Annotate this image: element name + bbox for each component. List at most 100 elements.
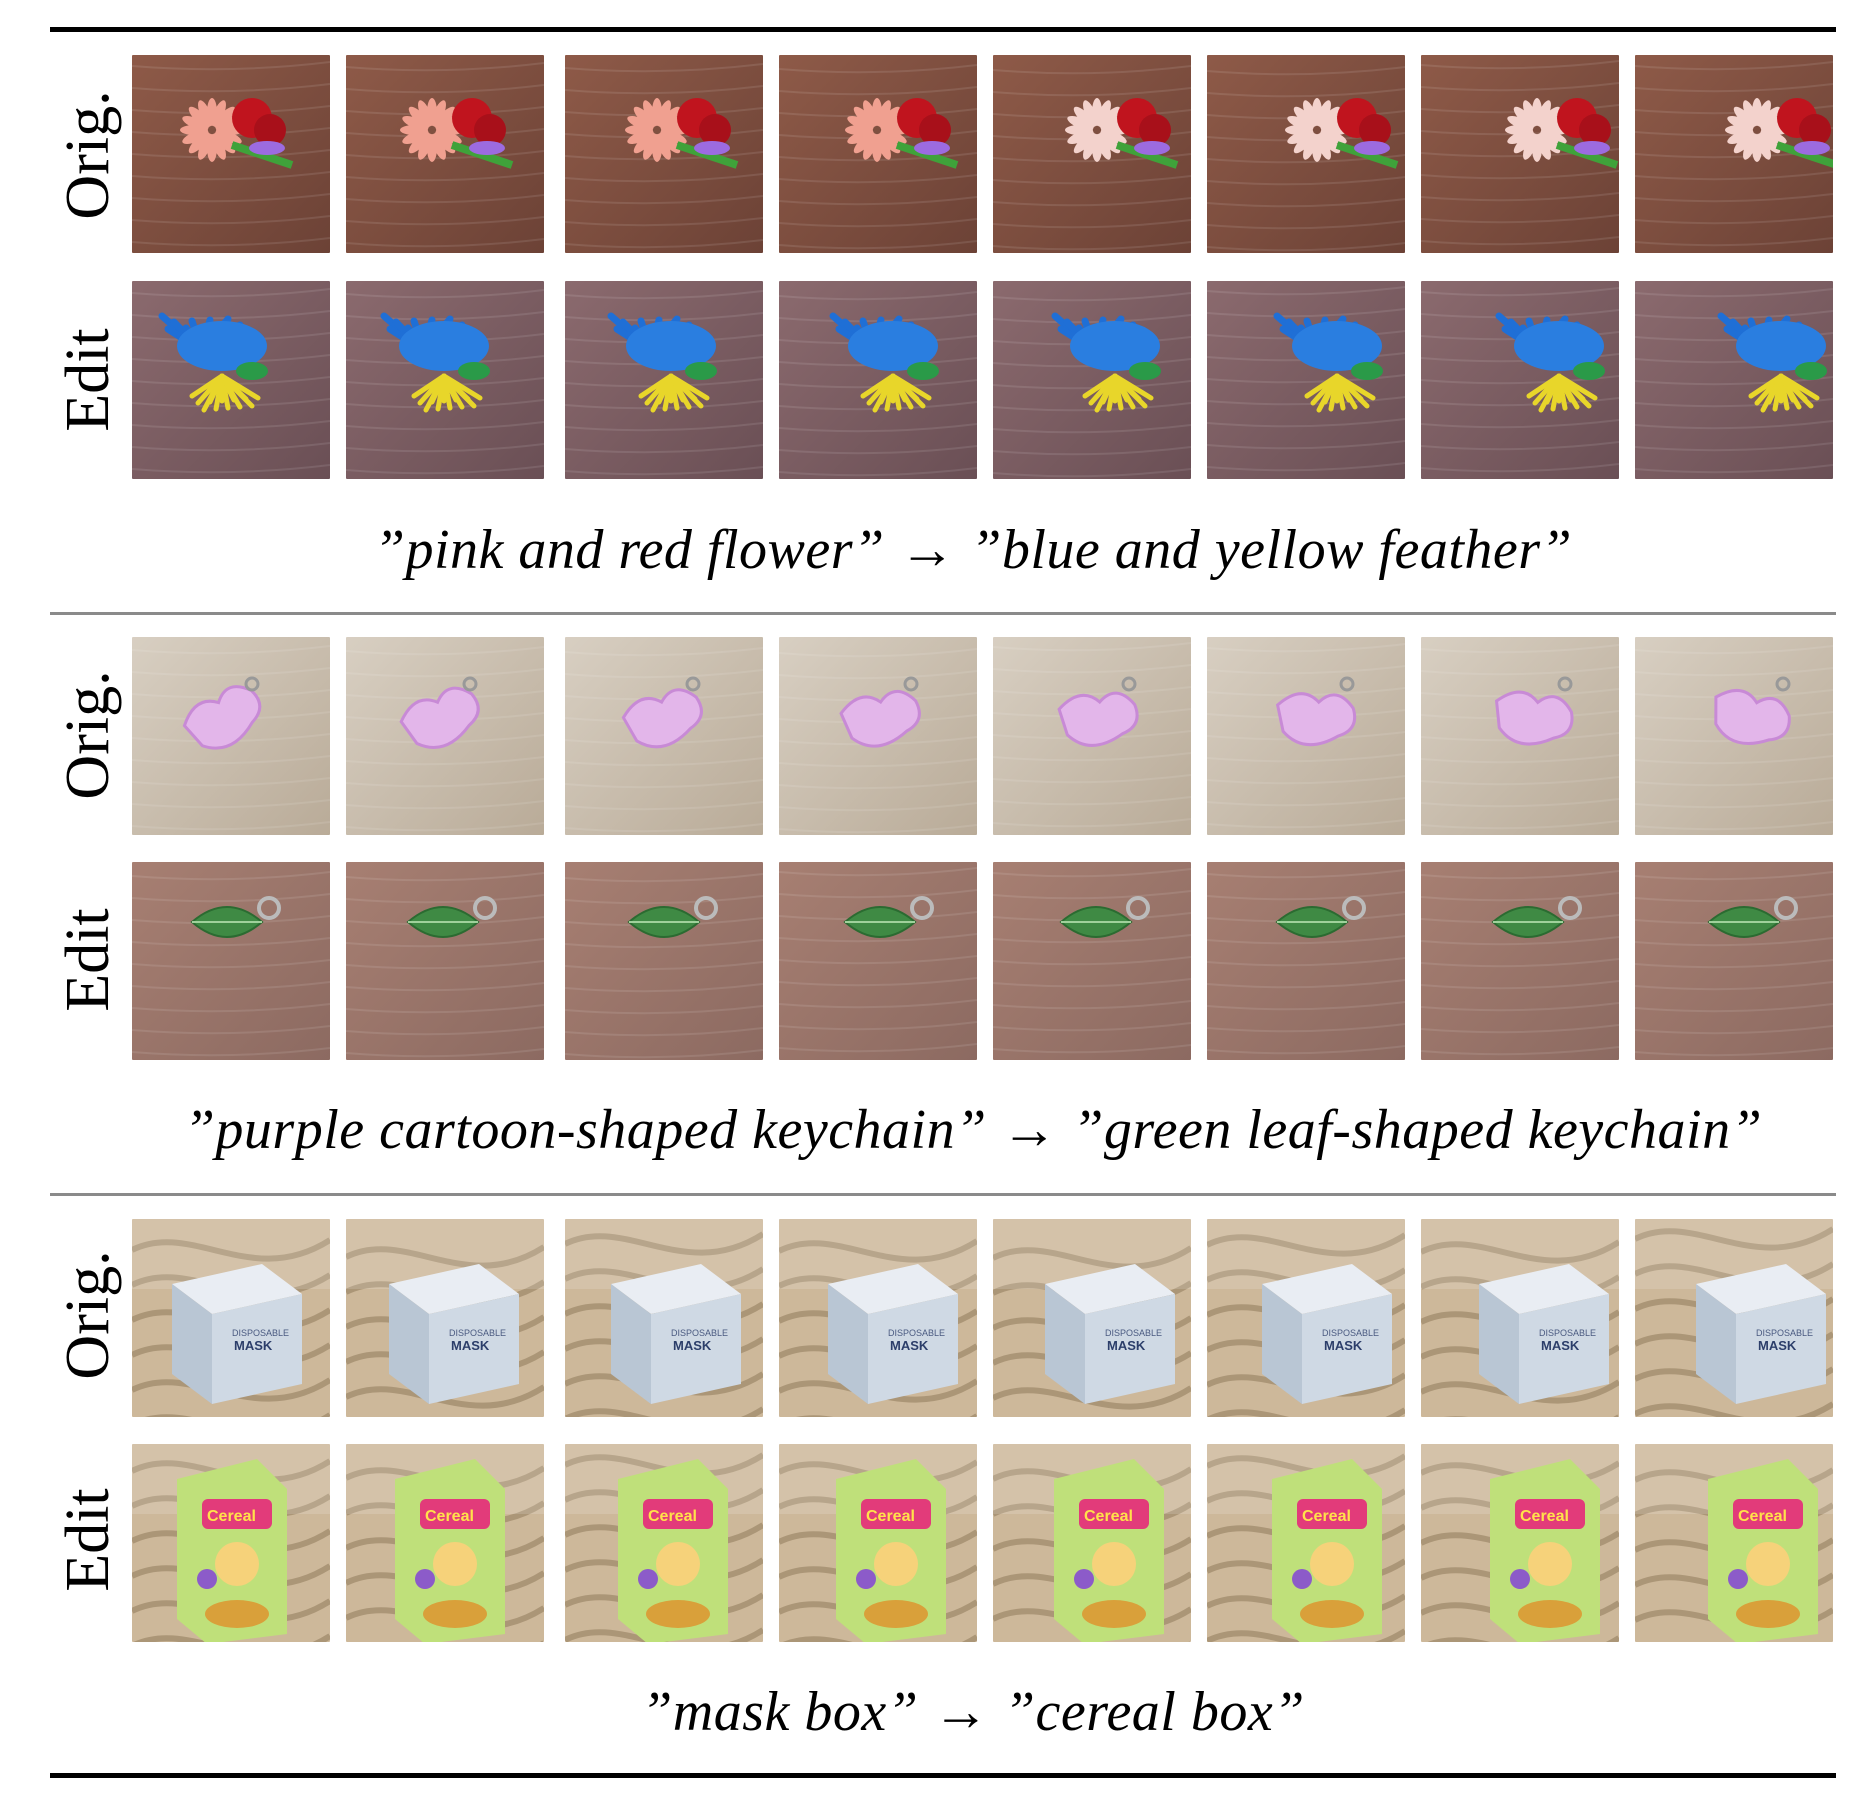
maskbox-orig-frame-7: DISPOSABLE MASK xyxy=(1421,1219,1619,1417)
svg-text:MASK: MASK xyxy=(1107,1338,1146,1353)
keychain-orig-image xyxy=(346,637,544,835)
cereal-edit-frame-5: Cereal xyxy=(993,1444,1191,1642)
leaf-edit-image xyxy=(1635,862,1833,1060)
cereal-edit-image: Cereal xyxy=(132,1444,330,1642)
svg-text:MASK: MASK xyxy=(1541,1338,1580,1353)
svg-text:DISPOSABLE: DISPOSABLE xyxy=(449,1328,506,1338)
feather-edit-image xyxy=(993,281,1191,479)
flower-orig-frame-5 xyxy=(993,55,1191,253)
svg-text:DISPOSABLE: DISPOSABLE xyxy=(888,1328,945,1338)
flower-orig-image xyxy=(565,55,763,253)
maskbox-orig-frame-3: DISPOSABLE MASK xyxy=(565,1219,763,1417)
panel-3-caption: ”mask box” → ”cereal box” xyxy=(641,1681,1305,1743)
cereal-edit-image: Cereal xyxy=(346,1444,544,1642)
leaf-edit-image xyxy=(346,862,544,1060)
maskbox-orig-frame-5: DISPOSABLE MASK xyxy=(993,1219,1191,1417)
leaf-edit-image xyxy=(1421,862,1619,1060)
flower-orig-image xyxy=(1207,55,1405,253)
svg-text:DISPOSABLE: DISPOSABLE xyxy=(1105,1328,1162,1338)
feather-edit-image xyxy=(1635,281,1833,479)
cereal-edit-image: Cereal xyxy=(779,1444,977,1642)
keychain-orig-frame-3 xyxy=(565,637,763,835)
keychain-orig-image xyxy=(132,637,330,835)
leaf-edit-frame-6 xyxy=(1207,862,1405,1060)
flower-orig-image xyxy=(779,55,977,253)
svg-text:MASK: MASK xyxy=(673,1338,712,1353)
leaf-edit-image xyxy=(132,862,330,1060)
svg-text:DISPOSABLE: DISPOSABLE xyxy=(1539,1328,1596,1338)
feather-edit-frame-8 xyxy=(1635,281,1833,479)
cereal-edit-frame-7: Cereal xyxy=(1421,1444,1619,1642)
flower-orig-frame-8 xyxy=(1635,55,1833,253)
maskbox-orig-frame-8: DISPOSABLE MASK xyxy=(1635,1219,1833,1417)
panel-divider-1 xyxy=(50,612,1836,615)
flower-orig-image xyxy=(1421,55,1619,253)
keychain-orig-image xyxy=(779,637,977,835)
feather-edit-image xyxy=(132,281,330,479)
cereal-edit-frame-1: Cereal xyxy=(132,1444,330,1642)
leaf-edit-image xyxy=(1207,862,1405,1060)
flower-orig-frame-3 xyxy=(565,55,763,253)
cereal-edit-image: Cereal xyxy=(1207,1444,1405,1642)
svg-text:Cereal: Cereal xyxy=(1520,1508,1569,1525)
feather-edit-frame-6 xyxy=(1207,281,1405,479)
row-label-orig: Orig. xyxy=(54,1250,122,1380)
svg-text:DISPOSABLE: DISPOSABLE xyxy=(232,1328,289,1338)
flower-orig-image xyxy=(132,55,330,253)
leaf-edit-image xyxy=(993,862,1191,1060)
flower-orig-image xyxy=(1635,55,1833,253)
flower-orig-frame-4 xyxy=(779,55,977,253)
row-label-orig: Orig. xyxy=(54,670,122,800)
flower-orig-frame-2 xyxy=(346,55,544,253)
feather-edit-frame-2 xyxy=(346,281,544,479)
leaf-edit-frame-7 xyxy=(1421,862,1619,1060)
svg-text:DISPOSABLE: DISPOSABLE xyxy=(1756,1328,1813,1338)
leaf-edit-image xyxy=(565,862,763,1060)
feather-edit-frame-3 xyxy=(565,281,763,479)
svg-text:Cereal: Cereal xyxy=(1084,1508,1133,1525)
svg-text:Cereal: Cereal xyxy=(648,1508,697,1525)
svg-text:MASK: MASK xyxy=(451,1338,490,1353)
keychain-orig-image xyxy=(1635,637,1833,835)
flower-orig-frame-7 xyxy=(1421,55,1619,253)
feather-edit-image xyxy=(779,281,977,479)
keychain-orig-image xyxy=(993,637,1191,835)
panel-1-caption: ”pink and red flower” → ”blue and yellow… xyxy=(373,519,1573,581)
feather-edit-image xyxy=(1207,281,1405,479)
panel-2-caption: ”purple cartoon-shaped keychain” → ”gree… xyxy=(183,1099,1763,1161)
keychain-orig-frame-8 xyxy=(1635,637,1833,835)
feather-edit-image xyxy=(565,281,763,479)
keychain-orig-image xyxy=(1207,637,1405,835)
cereal-edit-image: Cereal xyxy=(1635,1444,1833,1642)
svg-text:Cereal: Cereal xyxy=(866,1508,915,1525)
maskbox-orig-frame-4: DISPOSABLE MASK xyxy=(779,1219,977,1417)
svg-text:MASK: MASK xyxy=(890,1338,929,1353)
svg-text:Cereal: Cereal xyxy=(425,1508,474,1525)
row-label-edit: Edit xyxy=(54,1488,122,1592)
leaf-edit-frame-8 xyxy=(1635,862,1833,1060)
keychain-orig-frame-6 xyxy=(1207,637,1405,835)
maskbox-orig-frame-6: DISPOSABLE MASK xyxy=(1207,1219,1405,1417)
cereal-edit-frame-2: Cereal xyxy=(346,1444,544,1642)
svg-text:DISPOSABLE: DISPOSABLE xyxy=(1322,1328,1379,1338)
cereal-edit-image: Cereal xyxy=(1421,1444,1619,1642)
svg-text:MASK: MASK xyxy=(234,1338,273,1353)
feather-edit-image xyxy=(1421,281,1619,479)
keychain-orig-image xyxy=(1421,637,1619,835)
bottom-rule xyxy=(50,1773,1836,1778)
leaf-edit-frame-3 xyxy=(565,862,763,1060)
keychain-orig-frame-7 xyxy=(1421,637,1619,835)
feather-edit-frame-7 xyxy=(1421,281,1619,479)
feather-edit-frame-1 xyxy=(132,281,330,479)
row-label-edit: Edit xyxy=(54,328,122,432)
svg-text:Cereal: Cereal xyxy=(1738,1508,1787,1525)
feather-edit-image xyxy=(346,281,544,479)
keychain-orig-image xyxy=(565,637,763,835)
